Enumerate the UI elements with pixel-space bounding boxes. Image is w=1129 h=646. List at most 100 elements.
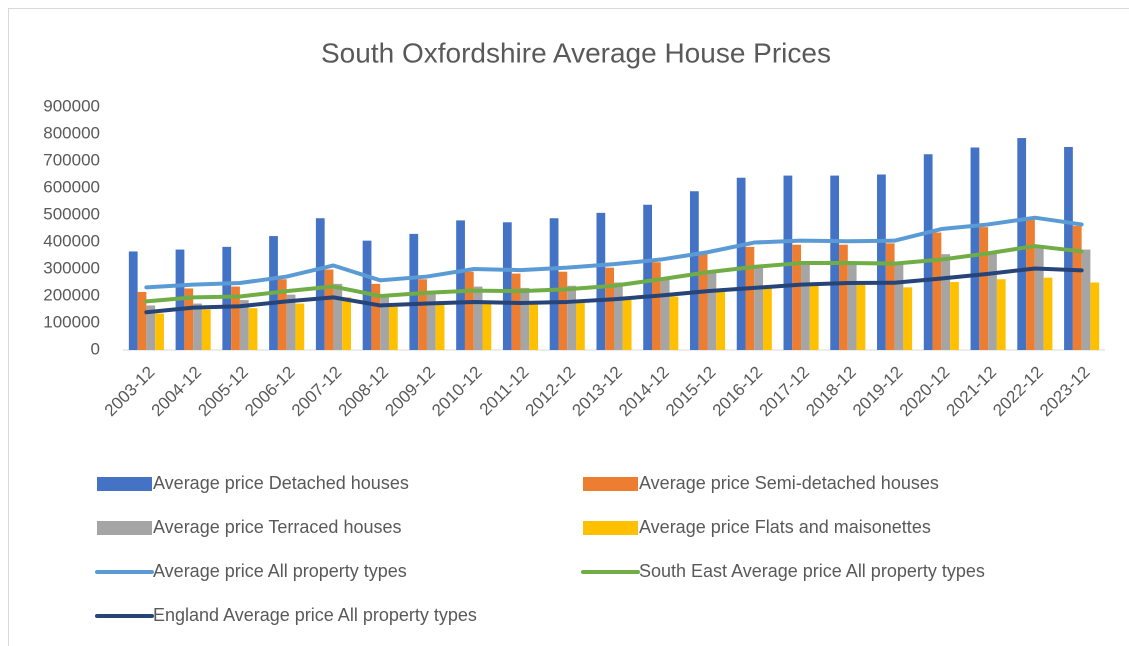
legend-swatch <box>583 477 638 491</box>
bar <box>315 218 325 350</box>
bar <box>605 267 614 350</box>
legend-label: Average price Terraced houses <box>153 517 401 537</box>
bar <box>754 266 764 350</box>
bar <box>763 287 772 350</box>
bar <box>903 287 913 350</box>
bar <box>809 285 819 350</box>
bar <box>388 306 398 350</box>
legend-label: Average price All property types <box>153 561 407 581</box>
bar <box>324 269 334 350</box>
bar <box>549 218 559 350</box>
chart-title: South Oxfordshire Average House Prices <box>321 37 831 68</box>
bar <box>231 286 240 350</box>
bar <box>473 286 483 350</box>
bar <box>456 220 465 350</box>
bar <box>567 285 577 350</box>
bar <box>371 283 381 350</box>
bar <box>426 293 436 350</box>
bar <box>669 296 679 350</box>
bar <box>248 308 258 350</box>
bar <box>558 271 568 350</box>
bar <box>689 191 699 350</box>
bar <box>932 232 942 350</box>
bar <box>418 279 427 350</box>
bar <box>698 254 708 350</box>
bar <box>511 273 521 350</box>
bar <box>596 212 606 350</box>
bar <box>520 287 530 350</box>
bar <box>1034 247 1044 350</box>
bar <box>651 262 661 350</box>
bar <box>155 313 164 350</box>
bar <box>614 282 623 350</box>
y-tick-label: 700000 <box>43 150 100 169</box>
bar <box>435 303 445 350</box>
bar <box>464 271 474 350</box>
bar <box>745 246 755 350</box>
bar <box>239 300 249 350</box>
bar <box>885 243 895 350</box>
bar <box>286 294 296 350</box>
legend-label: South East Average price All property ty… <box>639 561 985 581</box>
bar <box>979 227 989 350</box>
bar <box>847 263 857 350</box>
legend-swatch <box>97 477 152 491</box>
bar <box>736 177 746 350</box>
bar <box>576 301 585 350</box>
bar <box>128 251 138 350</box>
bar <box>502 222 512 350</box>
bar <box>1026 219 1035 350</box>
bar <box>146 305 156 350</box>
y-tick-label: 900000 <box>43 96 100 115</box>
legend-swatch <box>97 521 152 535</box>
y-tick-label: 300000 <box>43 258 100 277</box>
bar <box>941 254 951 350</box>
bar <box>295 303 305 350</box>
bar <box>839 244 848 350</box>
y-tick-label: 800000 <box>43 123 100 142</box>
y-tick-label: 0 <box>91 339 100 358</box>
line <box>144 215 1084 290</box>
legend-label: Average price Semi-detached houses <box>639 473 939 493</box>
bar <box>380 297 389 350</box>
bar <box>277 279 287 350</box>
bar <box>950 281 959 350</box>
y-tick-label: 500000 <box>43 204 100 223</box>
line <box>144 266 1084 315</box>
legend-label: England Average price All property types <box>153 605 477 625</box>
bar <box>622 300 632 350</box>
bar <box>342 297 351 350</box>
y-tick-label: 600000 <box>43 177 100 196</box>
y-tick-label: 400000 <box>43 231 100 250</box>
bar <box>716 291 726 350</box>
bar <box>970 147 980 350</box>
bar <box>529 302 539 350</box>
legend-label: Average price Detached houses <box>153 473 409 493</box>
bar <box>1043 277 1053 350</box>
y-tick-label: 200000 <box>43 285 100 304</box>
bar <box>201 309 211 350</box>
bar <box>1090 282 1100 350</box>
bar <box>1081 249 1091 350</box>
bar <box>184 288 194 350</box>
bar <box>137 291 147 350</box>
bar <box>660 278 670 350</box>
bar <box>923 154 933 350</box>
bar <box>988 251 997 350</box>
bar <box>801 263 810 350</box>
bar <box>894 264 904 350</box>
bar <box>482 301 492 350</box>
y-tick-label: 100000 <box>43 312 100 331</box>
bar <box>707 271 717 350</box>
bar <box>643 204 652 350</box>
bar <box>1072 225 1082 350</box>
bar <box>193 303 202 350</box>
bar <box>792 244 802 350</box>
line <box>144 244 1084 304</box>
legend-swatch <box>583 521 638 535</box>
bar <box>996 279 1006 350</box>
legend-label: Average price Flats and maisonettes <box>639 517 931 537</box>
bar <box>856 284 866 350</box>
bar <box>333 283 343 350</box>
